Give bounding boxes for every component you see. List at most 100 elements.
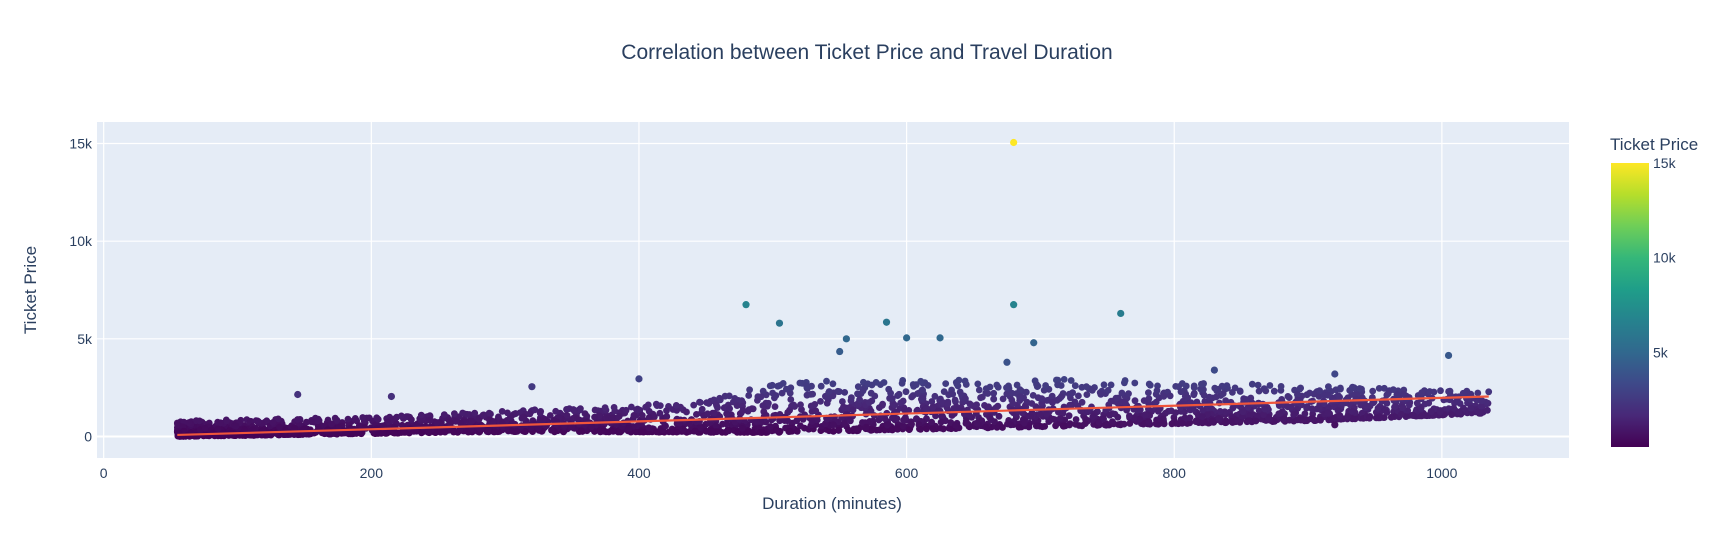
data-point — [1212, 393, 1220, 401]
data-point — [929, 403, 937, 411]
data-point — [863, 423, 870, 431]
data-point — [1262, 387, 1270, 395]
data-point — [961, 377, 969, 385]
data-point — [1324, 391, 1332, 399]
data-point — [375, 429, 383, 436]
data-point — [807, 391, 815, 398]
data-point — [1007, 421, 1015, 429]
data-point — [1380, 384, 1388, 392]
data-point — [1199, 407, 1207, 415]
data-point — [937, 418, 945, 426]
data-point — [374, 415, 382, 423]
data-point — [1136, 406, 1144, 414]
data-point — [1475, 408, 1483, 415]
data-point — [1478, 397, 1486, 405]
data-point — [531, 406, 539, 414]
data-point — [1107, 397, 1115, 405]
data-point — [255, 418, 262, 425]
trendline-layer — [177, 395, 1489, 437]
data-point — [776, 382, 784, 389]
data-point — [1296, 385, 1303, 393]
data-point — [1369, 387, 1377, 395]
data-point — [849, 406, 857, 414]
data-point — [1270, 387, 1278, 395]
data-point — [823, 377, 830, 385]
data-point — [174, 421, 182, 429]
data-point — [953, 380, 961, 388]
data-point — [1153, 387, 1161, 394]
data-point — [1228, 418, 1235, 425]
axis-tick-labels: 0 200 400 600 800 1000 0 5k 10k 15k — [69, 135, 1457, 481]
data-point — [1142, 411, 1149, 419]
data-point — [1484, 406, 1491, 414]
data-point — [768, 381, 776, 389]
data-point — [1316, 387, 1323, 395]
data-point — [1375, 385, 1383, 392]
data-point — [746, 386, 753, 394]
data-point — [841, 389, 849, 396]
colorbar — [1611, 163, 1649, 447]
data-point — [498, 408, 506, 415]
data-point — [1126, 412, 1133, 420]
data-point — [1454, 398, 1461, 405]
data-point — [783, 385, 790, 393]
data-point — [995, 412, 1003, 420]
data-point — [344, 415, 352, 423]
data-point — [274, 415, 282, 423]
data-point — [793, 417, 801, 425]
data-point — [390, 429, 398, 436]
data-point — [1016, 393, 1024, 401]
data-point — [1313, 405, 1321, 413]
x-tick-label: 400 — [627, 465, 651, 481]
data-point — [713, 402, 720, 409]
data-point — [1003, 390, 1011, 398]
data-point — [638, 412, 646, 419]
data-point — [1252, 417, 1260, 425]
data-point — [1284, 393, 1292, 400]
data-point — [686, 420, 693, 428]
outlier-point — [1331, 370, 1339, 378]
data-point — [1172, 409, 1180, 416]
data-point — [990, 395, 998, 403]
data-point — [716, 396, 724, 404]
data-point — [1159, 419, 1166, 427]
data-point — [263, 417, 271, 425]
data-point — [471, 409, 479, 417]
data-point — [1356, 385, 1364, 392]
data-point — [726, 405, 733, 412]
data-point — [1222, 397, 1230, 405]
data-point — [201, 425, 209, 432]
data-point — [1036, 411, 1044, 418]
data-point — [887, 426, 895, 433]
data-point — [379, 422, 387, 430]
data-point — [1275, 402, 1283, 409]
data-point — [889, 414, 896, 422]
data-point — [704, 410, 711, 418]
data-point — [1260, 411, 1267, 419]
data-point — [1160, 393, 1168, 400]
data-point — [1349, 383, 1356, 391]
data-point — [745, 392, 753, 399]
data-point — [983, 404, 991, 411]
data-point — [359, 414, 367, 421]
data-point — [588, 423, 596, 431]
data-point — [825, 388, 833, 395]
data-point — [1199, 413, 1206, 421]
data-point — [1222, 419, 1230, 426]
data-point — [1172, 383, 1180, 390]
data-point — [1389, 386, 1397, 393]
data-point — [869, 426, 876, 434]
data-point — [398, 412, 405, 420]
data-point — [314, 417, 322, 425]
data-point — [214, 425, 222, 433]
data-point — [1387, 413, 1395, 421]
data-point — [744, 428, 751, 436]
data-point — [1125, 390, 1132, 398]
outlier-point — [635, 375, 643, 383]
data-point — [1193, 417, 1200, 425]
data-point — [1028, 400, 1036, 407]
data-point — [1065, 412, 1073, 420]
data-point — [1184, 394, 1192, 402]
data-point — [330, 430, 338, 437]
data-point — [771, 403, 779, 410]
